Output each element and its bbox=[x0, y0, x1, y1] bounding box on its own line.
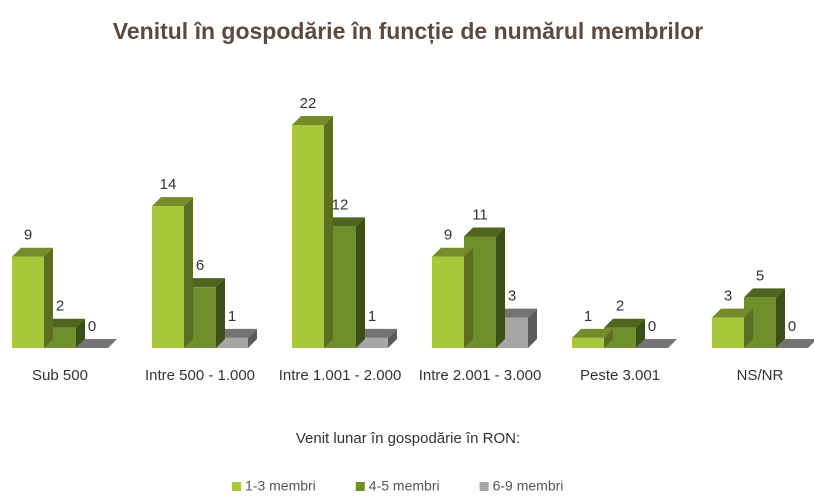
legend-label: 1-3 membri bbox=[245, 478, 316, 494]
legend-swatch bbox=[232, 482, 241, 491]
data-label: 0 bbox=[88, 318, 96, 335]
legend-label: 6-9 membri bbox=[493, 478, 564, 494]
bar-side bbox=[356, 217, 365, 348]
data-label: 11 bbox=[472, 206, 488, 223]
bar-side bbox=[216, 278, 225, 348]
data-label: 0 bbox=[648, 318, 656, 335]
data-label: 6 bbox=[196, 257, 204, 274]
x-tick-label: NS/NR bbox=[736, 367, 784, 384]
bar-side bbox=[636, 318, 645, 348]
bar-top bbox=[152, 197, 193, 207]
data-label: 3 bbox=[508, 288, 516, 305]
data-label: 9 bbox=[444, 227, 452, 244]
bar-side bbox=[496, 227, 505, 348]
bar-top bbox=[324, 217, 365, 227]
data-label: 22 bbox=[300, 95, 317, 112]
bar bbox=[572, 328, 613, 348]
bar-side bbox=[744, 308, 753, 348]
data-label: 2 bbox=[56, 298, 64, 315]
x-tick-label: Peste 3.001 bbox=[579, 367, 661, 384]
bar-side bbox=[528, 308, 537, 348]
bar-side bbox=[76, 318, 85, 348]
bar bbox=[776, 339, 814, 349]
bar-top bbox=[604, 318, 645, 328]
bar bbox=[356, 328, 397, 348]
legend-swatch bbox=[355, 482, 365, 491]
bar-top bbox=[216, 328, 257, 338]
bar bbox=[76, 339, 117, 349]
bar-front bbox=[432, 256, 464, 348]
bar bbox=[292, 116, 333, 348]
bar-top bbox=[432, 247, 473, 257]
data-label: 0 bbox=[788, 318, 796, 335]
data-label: 1 bbox=[584, 308, 592, 325]
bar-top bbox=[712, 308, 753, 318]
bar bbox=[604, 318, 645, 348]
chart-title: Venitul în gospodărie în funcție de numă… bbox=[113, 18, 703, 45]
x-tick-label: Sub 500 bbox=[32, 367, 88, 384]
bar-top bbox=[776, 339, 814, 348]
bar-side bbox=[324, 116, 333, 348]
bar-side bbox=[44, 247, 53, 348]
legend-swatch bbox=[479, 482, 489, 491]
bar-side bbox=[464, 247, 473, 348]
data-label: 1 bbox=[228, 308, 236, 325]
data-label: 5 bbox=[756, 267, 764, 284]
bar bbox=[712, 308, 753, 348]
data-label: 1 bbox=[368, 308, 376, 325]
bar-top bbox=[636, 339, 677, 348]
bar-side bbox=[604, 328, 613, 348]
bar-front bbox=[152, 206, 184, 348]
bar-front bbox=[572, 337, 604, 348]
bar-front bbox=[712, 317, 744, 348]
bar-top bbox=[12, 247, 53, 257]
bar-top bbox=[464, 227, 505, 237]
bar-front bbox=[356, 337, 388, 348]
bar bbox=[432, 247, 473, 348]
bar bbox=[216, 328, 257, 348]
bar bbox=[12, 247, 53, 348]
bar-front bbox=[12, 256, 44, 348]
bar-side bbox=[184, 197, 193, 348]
data-label: 14 bbox=[160, 176, 177, 193]
bar-top bbox=[496, 308, 537, 318]
bar-top bbox=[44, 318, 85, 328]
bar-top bbox=[744, 288, 785, 298]
bar-top bbox=[76, 339, 117, 348]
bar-side bbox=[776, 288, 785, 348]
bar bbox=[152, 197, 193, 348]
bar-front bbox=[216, 337, 248, 348]
data-label: 3 bbox=[724, 288, 732, 305]
data-label: 9 bbox=[24, 227, 32, 244]
bar-top bbox=[356, 328, 397, 338]
x-tick-label: Intre 2.001 - 3.000 bbox=[418, 367, 542, 384]
x-axis-label: Venit lunar în gospodărie în RON: bbox=[296, 430, 520, 447]
bar-side bbox=[388, 328, 397, 348]
bar-front bbox=[292, 125, 324, 348]
x-tick-label: Intre 1.001 - 2.000 bbox=[278, 367, 402, 384]
bar-top bbox=[292, 116, 333, 125]
legend-label: 4-5 membri bbox=[369, 478, 440, 494]
data-label: 12 bbox=[332, 196, 349, 213]
x-tick-label: Intre 500 - 1.000 bbox=[144, 367, 256, 384]
bar-top bbox=[184, 278, 225, 288]
bar bbox=[636, 339, 677, 349]
data-label: 2 bbox=[616, 298, 624, 315]
bar-side bbox=[248, 328, 257, 348]
bar-top bbox=[572, 328, 613, 338]
